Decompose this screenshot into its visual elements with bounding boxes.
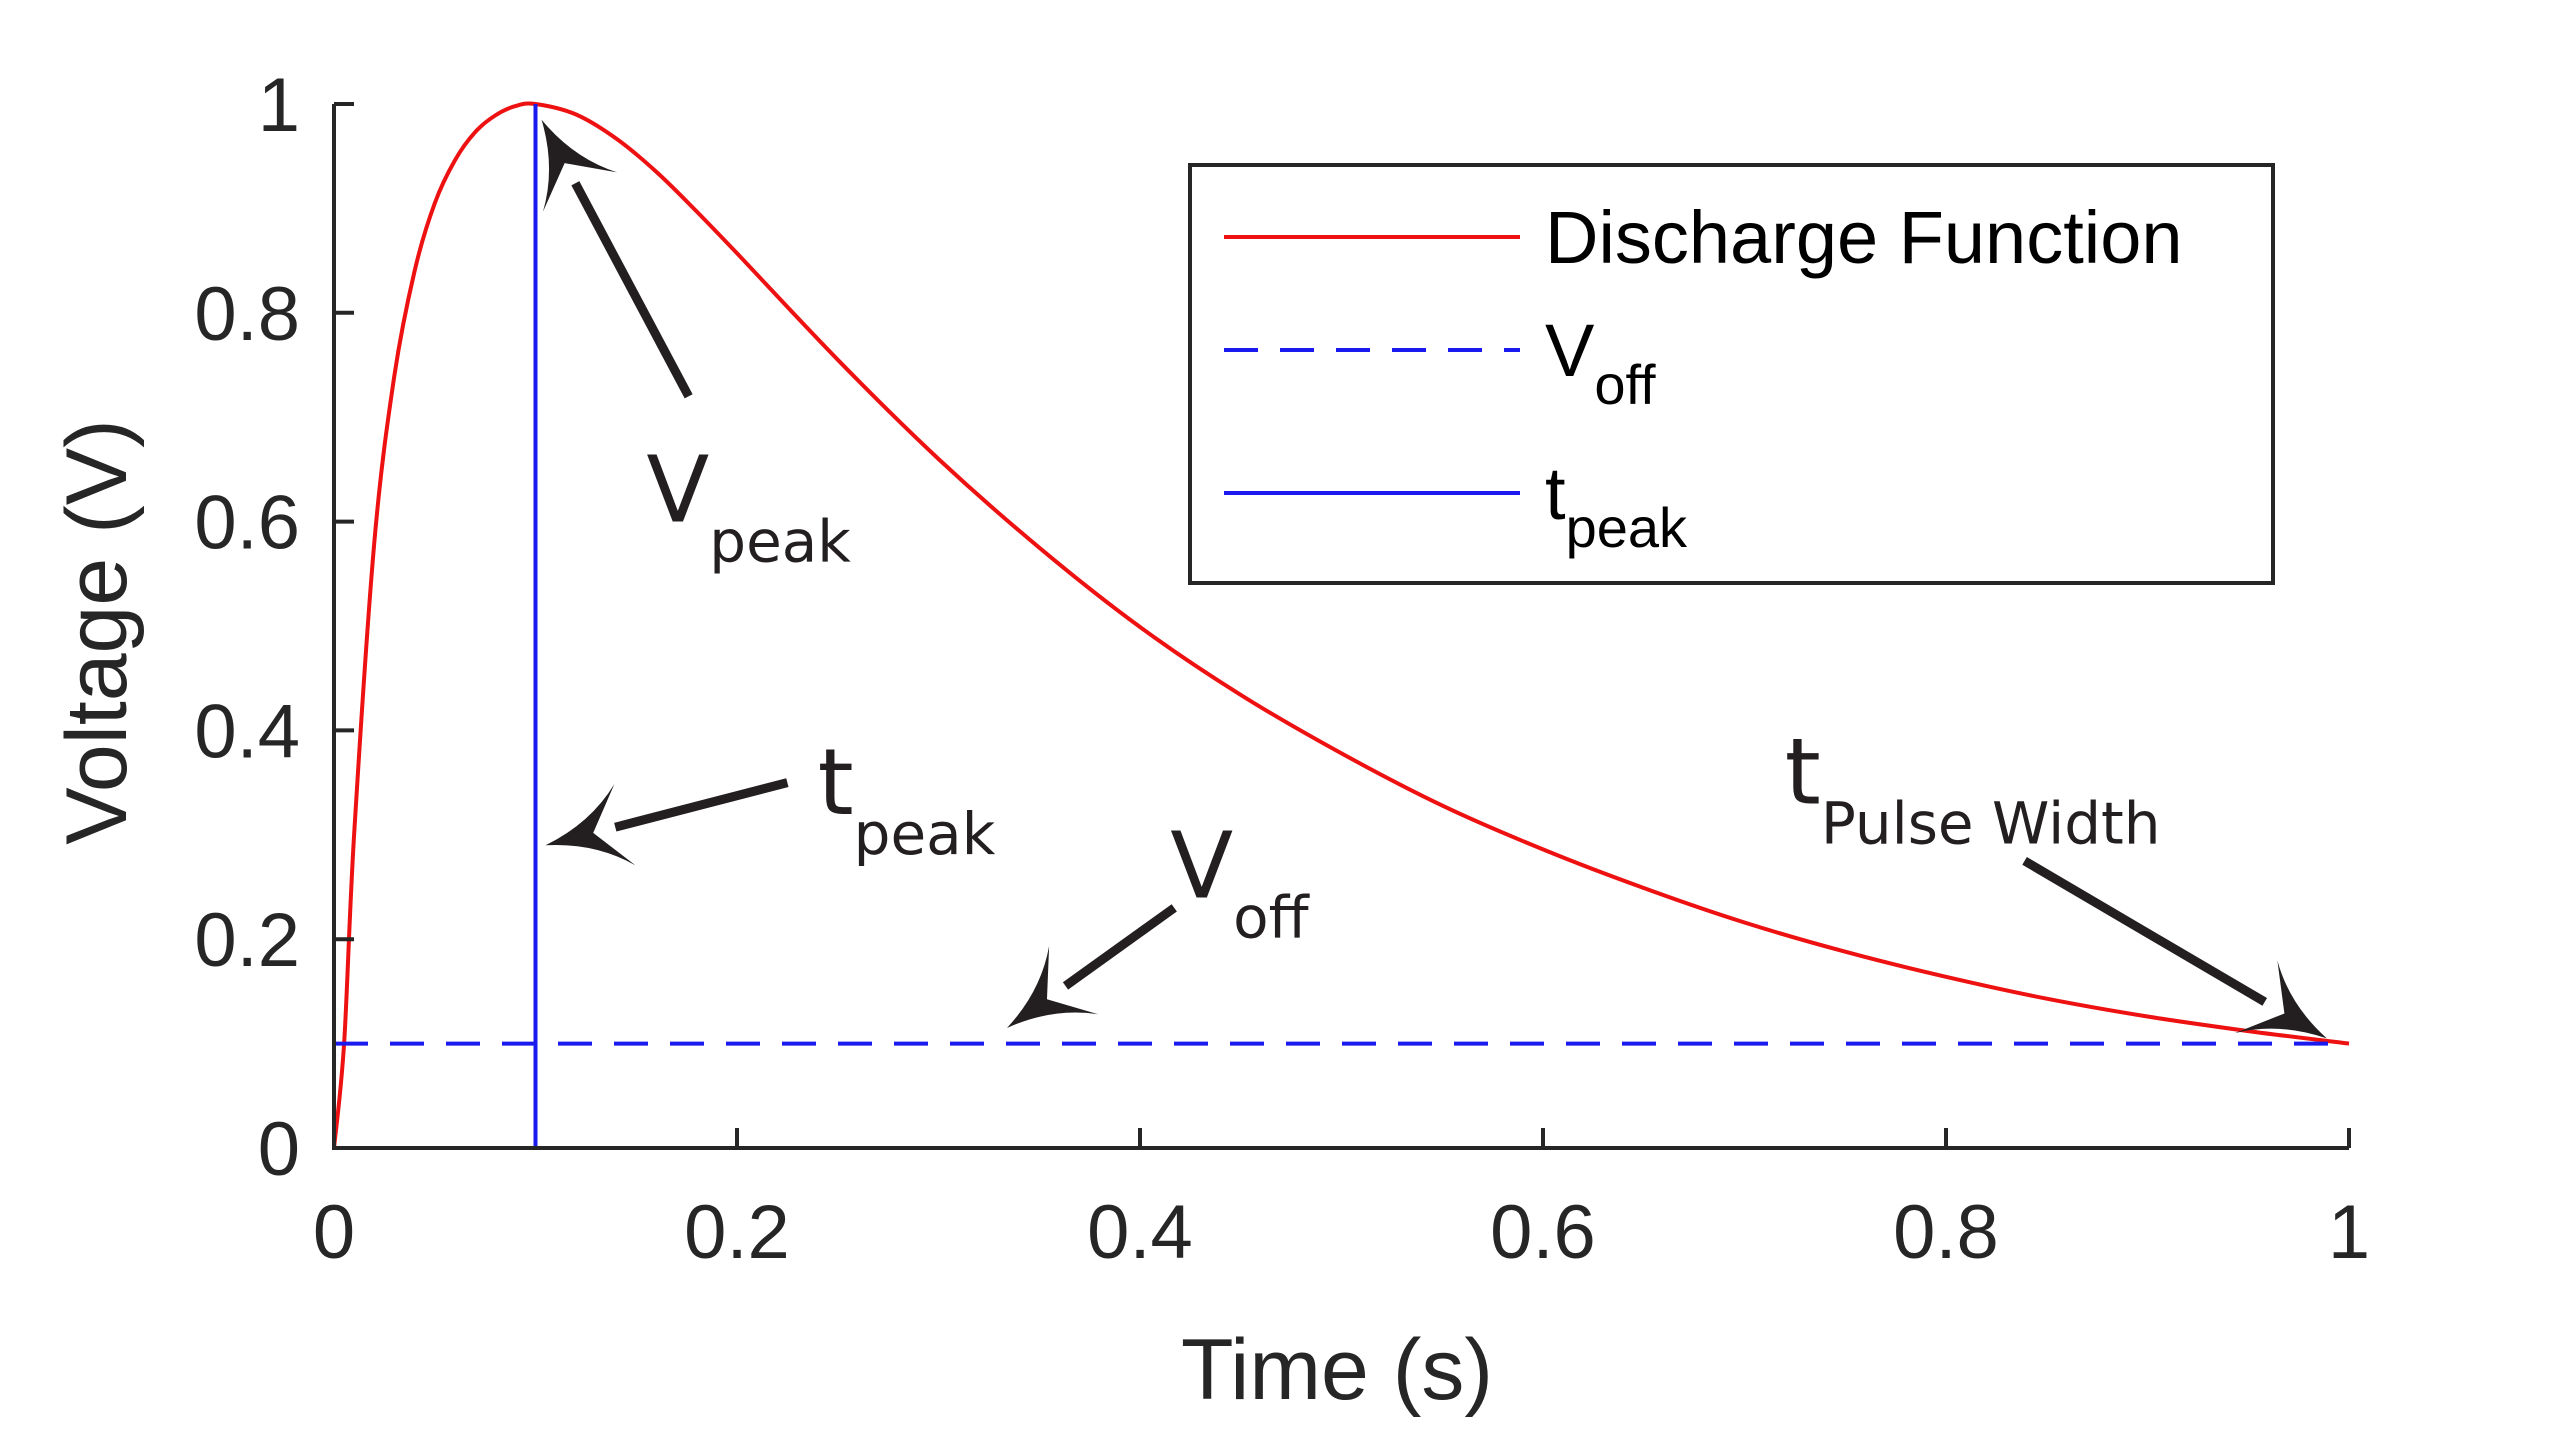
- series-discharge-function-line: [332, 101, 2350, 1149]
- annotation-label-v-off: Voff: [1170, 812, 1310, 951]
- y-tick-label: 0.4: [194, 689, 300, 774]
- annotations: Vpeak tpeak Voff tPulse Width: [541, 119, 2327, 1039]
- annotation-label-t-pulse-width: tPulse Width: [1785, 718, 2161, 857]
- legend-entry-label: Discharge Function: [1545, 196, 2183, 279]
- legend-box: [1188, 163, 2275, 585]
- axes: 0 0.2 0.4 0.6 0.8 1 0 0.2 0.4 0.6 0.8 1: [194, 63, 2370, 1275]
- x-tick-label: 0.8: [1893, 1190, 1999, 1275]
- y-tick-label: 0.6: [194, 481, 300, 566]
- legend-entry-label: Voff: [1545, 309, 1656, 416]
- annotation-label-v-peak: Vpeak: [646, 437, 851, 576]
- y-tick-label: 0.2: [194, 898, 300, 983]
- x-tick-label: 0.6: [1490, 1190, 1596, 1275]
- legend: Discharge Function Voff tpeak: [1188, 163, 2275, 585]
- x-tick-label: 0: [313, 1190, 355, 1275]
- annotation-label-t-peak: tpeak: [818, 729, 996, 868]
- y-tick-label: 0.8: [194, 272, 300, 357]
- plot-marks: [332, 101, 2350, 1149]
- annotation-arrow-head: [2234, 960, 2327, 1039]
- annotation-arrow-head: [545, 784, 636, 866]
- legend-entry-label: tpeak: [1545, 452, 1688, 559]
- x-tick-label: 0.4: [1087, 1190, 1193, 1275]
- y-tick-label: 0: [258, 1107, 300, 1192]
- x-axis-title: Time (s): [1181, 1322, 1493, 1418]
- x-tick-label: 0.2: [684, 1190, 790, 1275]
- annotation-arrow-shaft: [2022, 857, 2268, 1006]
- annotation-arrow-shaft: [614, 778, 789, 832]
- annotation-arrow-head: [1007, 946, 1099, 1028]
- y-tick-label: 1: [258, 63, 300, 148]
- annotation-arrow-shaft: [571, 181, 693, 399]
- annotation-arrow-shaft: [1062, 904, 1177, 990]
- x-tick-label: 1: [2328, 1190, 2370, 1275]
- annotation-arrow-head: [541, 119, 618, 212]
- y-axis-title: Voltage (V): [49, 419, 145, 844]
